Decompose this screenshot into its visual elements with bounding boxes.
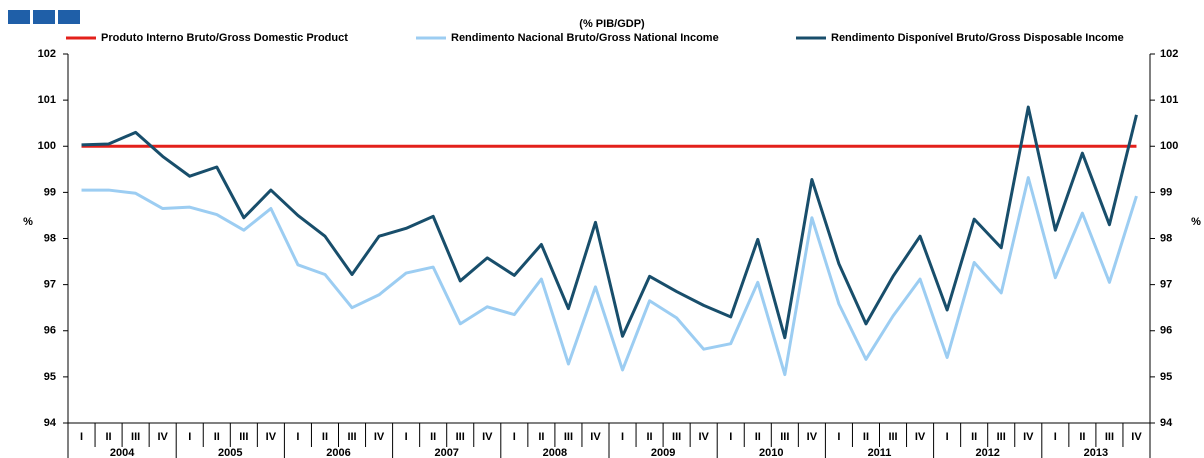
x-tick-label: IV bbox=[807, 431, 818, 443]
y2-tick-label: 96 bbox=[1160, 325, 1172, 337]
x-tick-label: IV bbox=[915, 431, 926, 443]
y2-tick-label: 94 bbox=[1160, 417, 1173, 429]
x-tick-label: II bbox=[971, 431, 977, 443]
x-tick-label: III bbox=[564, 431, 573, 443]
x-tick-label: I bbox=[621, 431, 624, 443]
x-tick-label: IV bbox=[1131, 431, 1142, 443]
x-tick-label: I bbox=[405, 431, 408, 443]
legend-label: Produto Interno Bruto/Gross Domestic Pro… bbox=[101, 32, 348, 44]
logo-block bbox=[58, 10, 80, 24]
y2-axis-label: % bbox=[1191, 216, 1201, 228]
x-tick-label: II bbox=[647, 431, 653, 443]
x-tick-label: III bbox=[888, 431, 897, 443]
series-line bbox=[81, 176, 1138, 377]
x-group-label: 2011 bbox=[868, 447, 892, 458]
x-group-label: 2013 bbox=[1084, 447, 1108, 458]
y-tick-label: 98 bbox=[44, 232, 56, 244]
x-group-label: 2012 bbox=[975, 447, 999, 458]
x-tick-label: IV bbox=[590, 431, 601, 443]
y2-tick-label: 99 bbox=[1160, 186, 1172, 198]
x-tick-label: IV bbox=[1023, 431, 1034, 443]
x-tick-label: IV bbox=[698, 431, 709, 443]
x-tick-label: II bbox=[1079, 431, 1085, 443]
y-tick-label: 95 bbox=[44, 371, 56, 383]
y-tick-label: 101 bbox=[38, 94, 56, 106]
x-tick-label: II bbox=[214, 431, 220, 443]
legend-label: Rendimento Disponível Bruto/Gross Dispos… bbox=[831, 32, 1124, 44]
x-tick-label: I bbox=[188, 431, 191, 443]
x-tick-label: I bbox=[837, 431, 840, 443]
legend-label: Rendimento Nacional Bruto/Gross National… bbox=[451, 32, 719, 44]
x-group-label: 2009 bbox=[651, 447, 675, 458]
x-tick-label: II bbox=[863, 431, 869, 443]
x-tick-label: I bbox=[946, 431, 949, 443]
x-tick-label: III bbox=[997, 431, 1006, 443]
x-tick-label: IV bbox=[266, 431, 277, 443]
x-tick-label: III bbox=[456, 431, 465, 443]
y-tick-label: 102 bbox=[38, 48, 56, 60]
x-group-label: 2006 bbox=[326, 447, 350, 458]
y-tick-label: 99 bbox=[44, 186, 56, 198]
x-tick-label: III bbox=[239, 431, 248, 443]
y-tick-label: 100 bbox=[38, 140, 56, 152]
x-tick-label: II bbox=[322, 431, 328, 443]
x-group-label: 2005 bbox=[218, 447, 242, 458]
y-tick-label: 97 bbox=[44, 279, 56, 291]
x-group-label: 2008 bbox=[543, 447, 567, 458]
chart-title: (% PIB/GDP) bbox=[579, 18, 645, 30]
x-tick-label: IV bbox=[157, 431, 168, 443]
x-tick-label: I bbox=[729, 431, 732, 443]
x-tick-label: II bbox=[538, 431, 544, 443]
y2-tick-label: 98 bbox=[1160, 232, 1172, 244]
x-tick-label: I bbox=[296, 431, 299, 443]
x-group-label: 2010 bbox=[759, 447, 783, 458]
x-tick-label: I bbox=[513, 431, 516, 443]
y-axis-label: % bbox=[23, 216, 33, 228]
x-tick-label: III bbox=[1105, 431, 1114, 443]
y2-tick-label: 101 bbox=[1160, 94, 1178, 106]
x-tick-label: IV bbox=[374, 431, 385, 443]
x-tick-label: III bbox=[131, 431, 140, 443]
y2-tick-label: 100 bbox=[1160, 140, 1178, 152]
x-tick-label: II bbox=[430, 431, 436, 443]
logo-block bbox=[8, 10, 30, 24]
series-line bbox=[81, 105, 1138, 340]
x-group-label: 2007 bbox=[434, 447, 458, 458]
x-tick-label: IV bbox=[482, 431, 493, 443]
x-tick-label: II bbox=[106, 431, 112, 443]
x-tick-label: II bbox=[755, 431, 761, 443]
logo-block bbox=[33, 10, 55, 24]
x-tick-label: III bbox=[347, 431, 356, 443]
y-tick-label: 96 bbox=[44, 325, 56, 337]
x-tick-label: I bbox=[80, 431, 83, 443]
x-tick-label: III bbox=[780, 431, 789, 443]
x-tick-label: III bbox=[672, 431, 681, 443]
x-tick-label: I bbox=[1054, 431, 1057, 443]
x-group-label: 2004 bbox=[110, 447, 135, 458]
y2-tick-label: 95 bbox=[1160, 371, 1172, 383]
y2-tick-label: 102 bbox=[1160, 48, 1178, 60]
y-tick-label: 94 bbox=[44, 417, 57, 429]
y2-tick-label: 97 bbox=[1160, 279, 1172, 291]
